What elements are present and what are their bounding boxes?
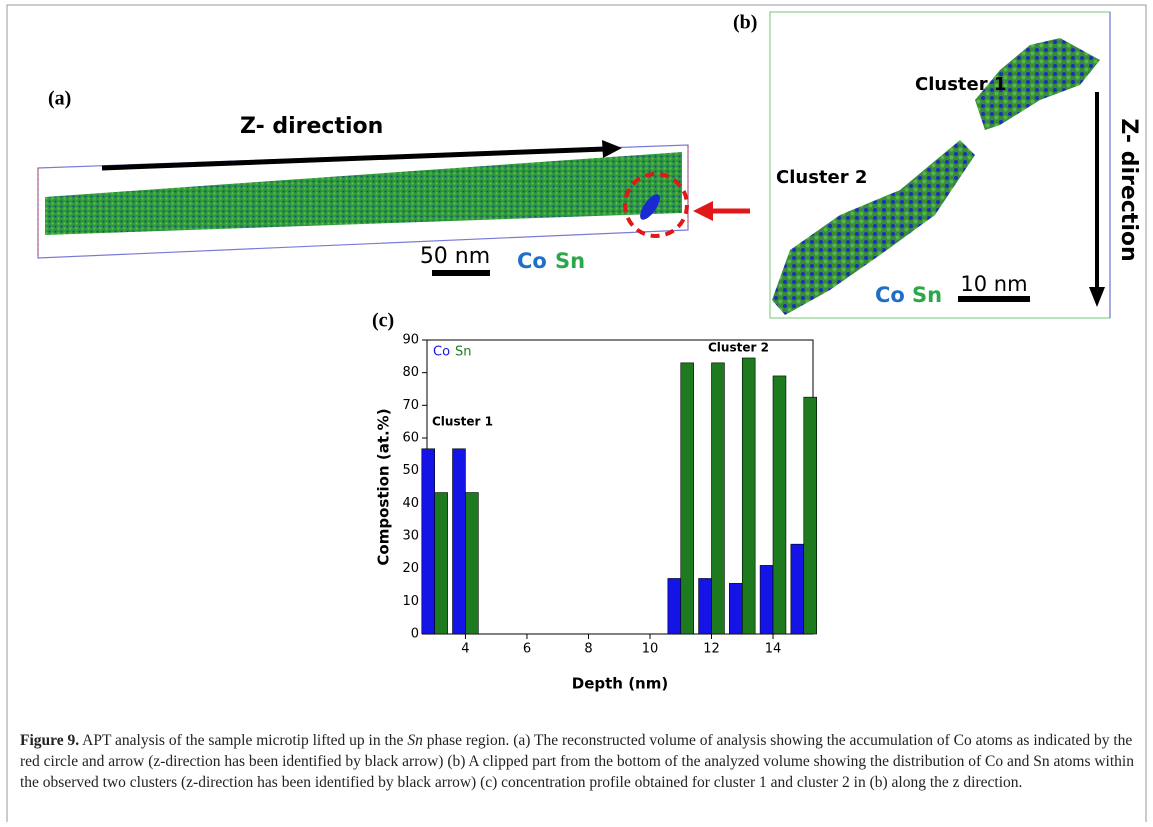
arrow-head — [1089, 287, 1105, 307]
bar — [434, 492, 448, 635]
y-tick-label: 30 — [402, 529, 419, 544]
annotation: Cluster 1 — [432, 415, 493, 429]
caption: Figure 9. APT analysis of the sample mic… — [20, 730, 1135, 793]
scale-label: 50 nm — [420, 244, 490, 269]
y-tick-label: 10 — [402, 594, 419, 609]
panel-label: (b) — [733, 12, 757, 34]
y-tick-label: 50 — [402, 463, 419, 478]
bar — [680, 362, 694, 635]
y-tick-label: 20 — [402, 561, 419, 576]
panel-label: (a) — [48, 88, 71, 110]
y-tick-label: 70 — [402, 398, 419, 413]
caption-text: phase region. (a) The reconstructed volu… — [20, 732, 1134, 791]
bar — [772, 375, 787, 635]
caption-text: APT analysis of the sample microtip lift… — [79, 732, 408, 749]
y-axis-label: Compostion (at.%) — [375, 408, 393, 565]
legend-entry: Co — [433, 345, 450, 360]
cluster-label: Cluster 1 — [915, 74, 1006, 95]
arrow-head — [693, 201, 713, 221]
x-tick-label: 12 — [703, 642, 720, 657]
arrow-head — [602, 140, 622, 158]
bar — [452, 448, 466, 635]
direction-label: Z- direction — [240, 114, 383, 139]
reconstructed-volume — [45, 152, 682, 235]
bar — [741, 357, 756, 635]
y-tick-label: 40 — [402, 496, 419, 511]
cluster-label: Cluster 2 — [776, 167, 867, 188]
caption-italic: Sn — [407, 732, 423, 749]
bar — [803, 396, 817, 635]
x-tick-label: 10 — [642, 642, 659, 657]
arrow — [101, 146, 606, 171]
highlight-circle — [623, 172, 689, 238]
scale-bar — [958, 296, 1030, 302]
bar — [790, 543, 805, 635]
y-tick-label: 90 — [402, 333, 419, 348]
direction-label: Z- direction — [1116, 118, 1141, 261]
co-cluster — [640, 194, 660, 220]
frame — [6, 4, 1147, 822]
x-tick-label: 8 — [584, 642, 592, 657]
legend-co: Co — [517, 249, 547, 273]
bar — [729, 583, 743, 635]
bar — [698, 578, 712, 635]
bar — [711, 362, 725, 635]
y-tick-label: 80 — [402, 365, 419, 380]
bar — [421, 448, 435, 635]
x-tick-label: 4 — [461, 642, 469, 657]
x-axis-label: Depth (nm) — [572, 675, 668, 693]
bar — [759, 565, 774, 635]
caption-label: Figure 9. — [20, 732, 80, 749]
bar — [465, 492, 479, 635]
scale-bar — [432, 270, 490, 276]
panel-label: (c) — [372, 310, 394, 332]
scale-label: 10 nm — [960, 272, 1027, 296]
bar — [667, 578, 682, 635]
legend-sn: Sn — [555, 249, 585, 273]
legend-co: Co — [875, 283, 905, 307]
legend-entry: Sn — [455, 345, 472, 360]
x-tick-label: 6 — [523, 642, 531, 657]
cluster-1 — [975, 38, 1100, 130]
y-tick-label: 60 — [402, 431, 419, 446]
annotation: Cluster 2 — [708, 341, 769, 355]
x-tick-label: 14 — [765, 642, 782, 657]
legend-sn: Sn — [912, 283, 942, 307]
cluster-2 — [772, 140, 975, 315]
y-tick-label: 0 — [411, 627, 419, 642]
